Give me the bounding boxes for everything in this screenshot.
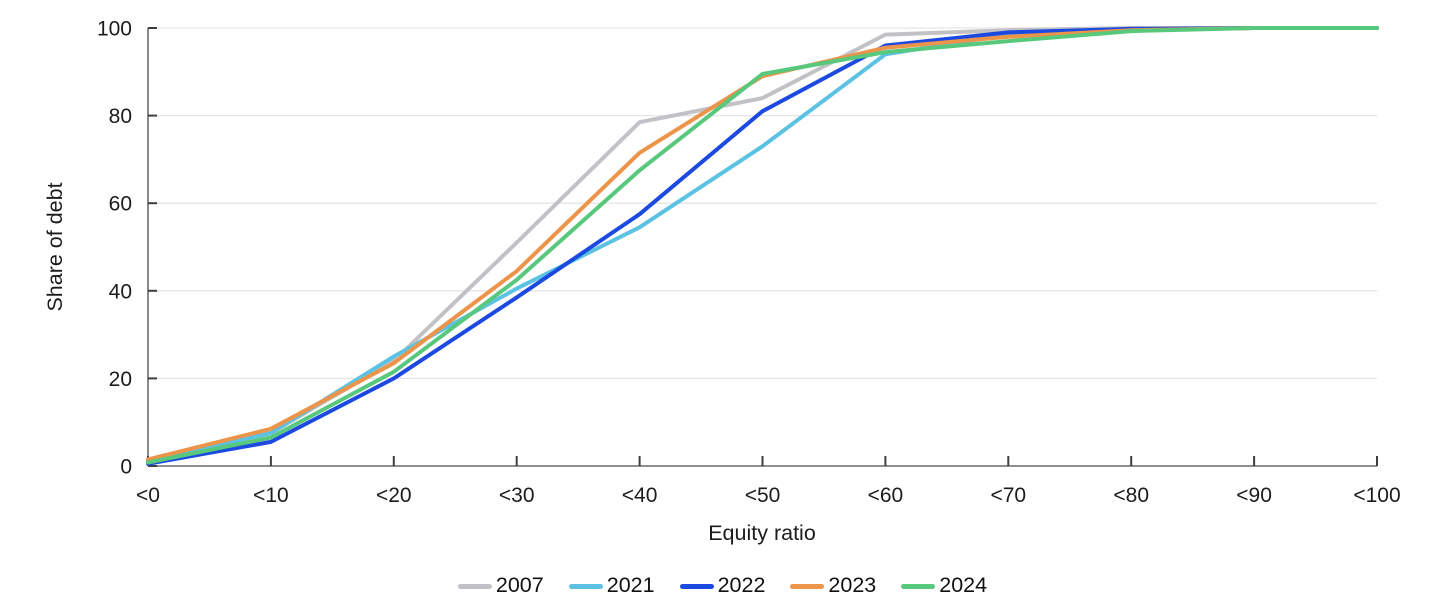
y-tick-label: 40 (109, 280, 132, 303)
x-tick-label: <10 (253, 484, 289, 507)
legend-item-2007: 2007 (457, 573, 544, 598)
legend-item-2022: 2022 (679, 573, 766, 598)
legend-label: 2021 (606, 573, 655, 598)
series-line-2023 (146, 26, 1379, 462)
legend-label: 2022 (717, 573, 766, 598)
legend-item-2024: 2024 (901, 575, 987, 597)
y-tick-label: 100 (97, 18, 132, 41)
x-tick-label: <40 (622, 484, 658, 507)
x-tick-label: <20 (376, 484, 412, 507)
legend-item-2021: 2021 (568, 573, 655, 598)
legend-label: 2024 (939, 573, 988, 598)
x-tick-label: <30 (499, 484, 535, 507)
y-tick-label: 20 (109, 368, 132, 391)
x-tick-label: <80 (1113, 484, 1149, 507)
legend-swatch-icon (790, 583, 825, 589)
y-tick-label: 80 (109, 105, 132, 128)
x-tick-label: <90 (1236, 484, 1272, 507)
y-axis-title: Share of debt (43, 182, 67, 311)
legend-swatch-icon (457, 583, 492, 589)
x-axis-title: Equity ratio (708, 521, 816, 545)
legend-item-2023: 2023 (790, 575, 876, 597)
legend-label: 2007 (495, 573, 544, 598)
x-tick-label: <60 (868, 484, 904, 507)
legend-swatch-icon (679, 583, 714, 589)
legend: 2007 2021 2022 2023 2024 (0, 570, 1445, 602)
y-tick-label: 0 (120, 456, 132, 479)
legend-label: 2023 (828, 573, 877, 598)
y-tick-label: 60 (109, 193, 132, 216)
chart-canvas: Share of debt Equity ratio 0 20 40 60 80 100 <… (43, 18, 1401, 546)
x-tick-label: <0 (136, 484, 160, 507)
series-line-2024 (146, 26, 1379, 465)
legend-swatch-icon (568, 583, 603, 589)
legend-swatch-icon (901, 583, 936, 589)
x-tick-label: <100 (1353, 484, 1400, 507)
x-tick-label: <70 (990, 484, 1026, 507)
x-tick-label: <50 (745, 484, 781, 507)
